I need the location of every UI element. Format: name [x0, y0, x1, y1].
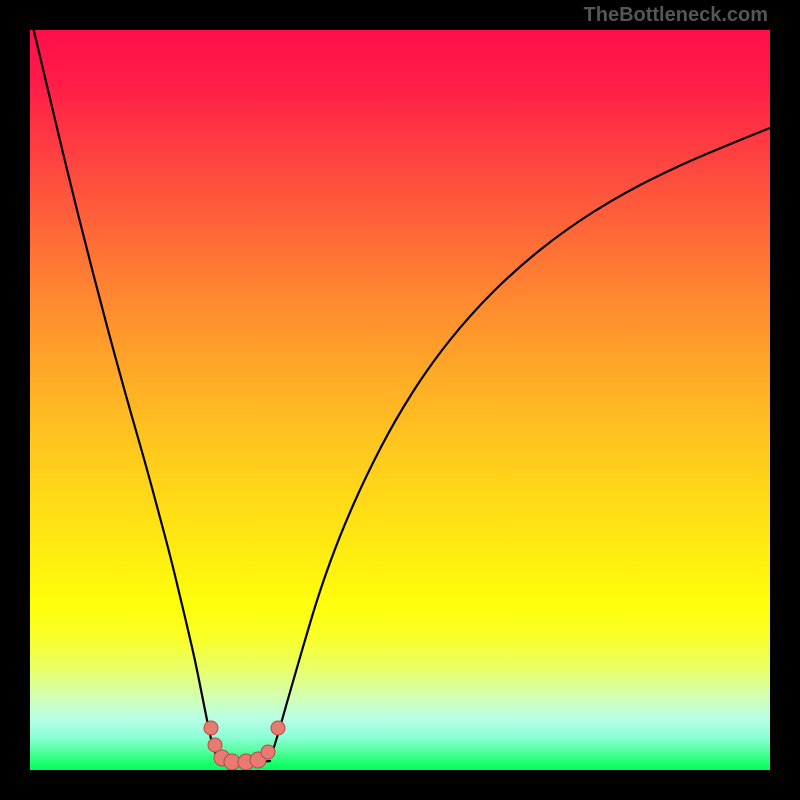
watermark-text: TheBottleneck.com: [584, 4, 768, 27]
data-marker: [204, 721, 218, 735]
plot-svg: [30, 30, 770, 770]
chart-container: TheBottleneck.com: [0, 0, 800, 800]
gradient-background: [30, 30, 770, 770]
data-marker: [271, 721, 285, 735]
data-marker: [261, 745, 275, 759]
plot-area: [30, 30, 770, 770]
